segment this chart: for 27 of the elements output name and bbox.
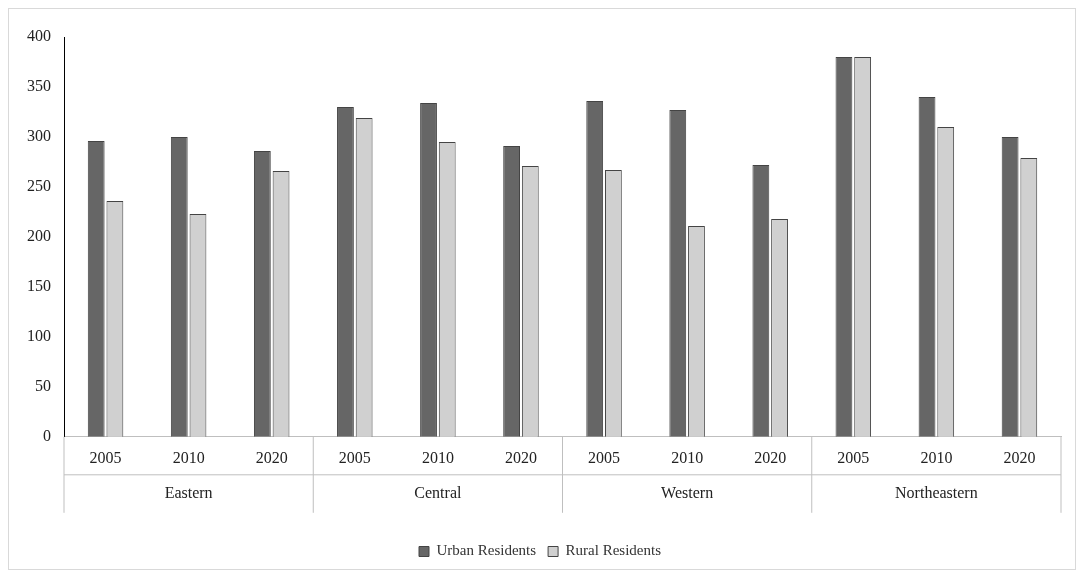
y-tick-label: 200 (27, 227, 51, 245)
x-tick-label: 2010 (421, 448, 454, 466)
x-tick-label: 2020 (754, 448, 787, 466)
y-tick-label: 100 (27, 327, 51, 345)
x-tick-label: 2005 (338, 448, 371, 466)
x-tick-label: 2005 (89, 448, 122, 466)
y-tick-label: 350 (27, 77, 51, 95)
y-tick-label: 400 (27, 27, 51, 45)
x-tick-label: 2010 (671, 448, 704, 466)
text: Northeastern (895, 484, 978, 501)
y-tick-label: 50 (35, 377, 51, 395)
x-tick-label: 2010 (920, 448, 953, 466)
legend-label: Rural Residents (565, 542, 662, 559)
legend-label: Urban Residents (436, 542, 537, 559)
x-tick-label: 2005 (837, 448, 870, 466)
y-tick-label: 150 (27, 277, 51, 295)
y-tick-label: 250 (27, 177, 51, 195)
x-tick-label: 2005 (588, 448, 621, 466)
text: Eastern (164, 484, 213, 501)
text: Western (661, 484, 714, 501)
text: Central (414, 484, 462, 501)
y-tick-label: 0 (43, 427, 51, 444)
x-tick-label: 2020 (255, 448, 288, 466)
x-tick-label: 2020 (504, 448, 537, 466)
x-tick-label: 2010 (172, 448, 205, 466)
x-tick-label: 2020 (1003, 448, 1036, 466)
y-tick-label: 300 (27, 127, 51, 145)
